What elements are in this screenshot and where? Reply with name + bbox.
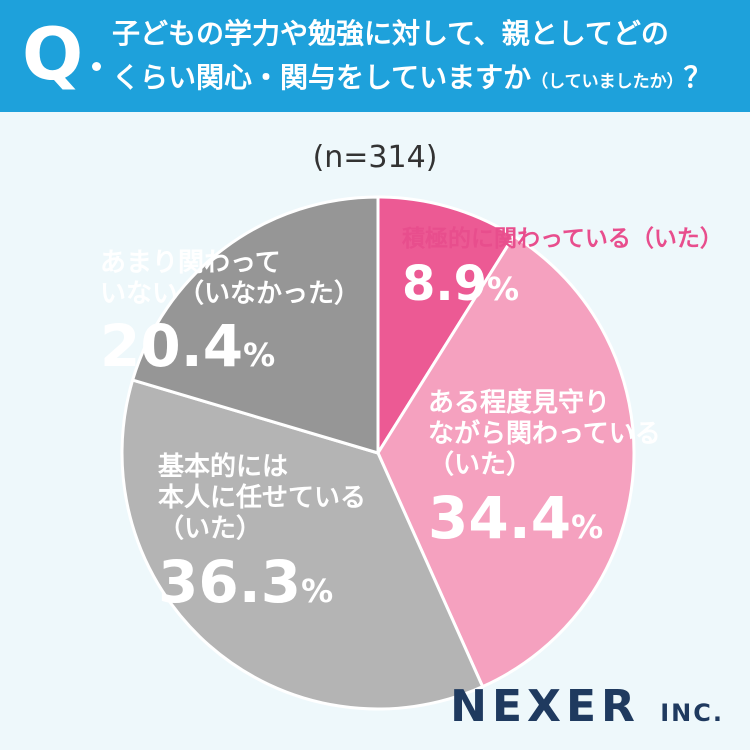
label-text-1: ある程度見守り bbox=[428, 388, 611, 418]
question-text: 子どもの学力や勉強に対して、親としてどの くらい関心・関与をしていますか（してい… bbox=[112, 12, 742, 104]
logo-name: NEXER bbox=[450, 681, 640, 732]
value-number: 36.3 bbox=[158, 547, 302, 616]
slice-label-watching: ある程度見守り ながら関わっている （いた） 34.4% bbox=[428, 388, 661, 553]
question-paren: （していましたか） bbox=[531, 72, 684, 92]
label-text-2: 本人に任せている bbox=[158, 483, 367, 514]
question-line-2: くらい関心・関与をしていますか（していましたか）？ bbox=[112, 56, 742, 104]
question-line-2-main: くらい関心・関与をしていますか bbox=[112, 61, 532, 94]
q-dot bbox=[92, 62, 101, 71]
value-number: 8.9 bbox=[402, 255, 488, 312]
logo-suffix: INC. bbox=[660, 699, 724, 727]
label-value: 8.9% bbox=[402, 256, 723, 314]
slice-label-active: 積極的に関わっている（いた） 8.9% bbox=[402, 226, 723, 313]
value-percent: % bbox=[571, 507, 604, 546]
question-line-1: 子どもの学力や勉強に対して、親としてどの bbox=[112, 17, 669, 50]
label-text-3: （いた） bbox=[158, 514, 263, 545]
value-number: 34.4 bbox=[428, 483, 572, 552]
q-mark: Q bbox=[22, 12, 84, 96]
slice-watching bbox=[376, 233, 636, 689]
nexer-logo: NEXER INC. bbox=[450, 681, 724, 732]
label-value: 36.3% bbox=[158, 548, 366, 618]
label-text: 積極的に関わっている（いた） bbox=[402, 226, 723, 252]
sample-size: (n=314) bbox=[312, 140, 438, 175]
label-value: 20.4% bbox=[100, 312, 360, 382]
value-percent: % bbox=[301, 571, 334, 610]
slice-not-involved bbox=[130, 195, 380, 456]
question-end: ？ bbox=[683, 61, 712, 94]
label-text-1: あまり関わって bbox=[100, 248, 281, 278]
value-percent: % bbox=[243, 336, 276, 375]
slice-label-not-involved: あまり関わって いない（いなかった） 20.4% bbox=[100, 248, 360, 382]
label-value: 34.4% bbox=[428, 484, 661, 554]
value-percent: % bbox=[487, 269, 520, 308]
slice-leave-to-child bbox=[120, 378, 485, 711]
value-number: 20.4 bbox=[100, 312, 244, 381]
slice-label-leave-to-child: 基本的には 本人に任せている （いた） 36.3% bbox=[158, 452, 366, 617]
question-header: Q 子どもの学力や勉強に対して、親としてどの くらい関心・関与をしていますか（し… bbox=[0, 0, 750, 112]
slice-active bbox=[376, 195, 516, 459]
label-text-2: ながら関わっている bbox=[428, 419, 661, 450]
label-text-2: いない（いなかった） bbox=[100, 279, 361, 310]
label-text-1: 基本的には bbox=[158, 452, 289, 482]
label-text-3: （いた） bbox=[428, 450, 533, 481]
